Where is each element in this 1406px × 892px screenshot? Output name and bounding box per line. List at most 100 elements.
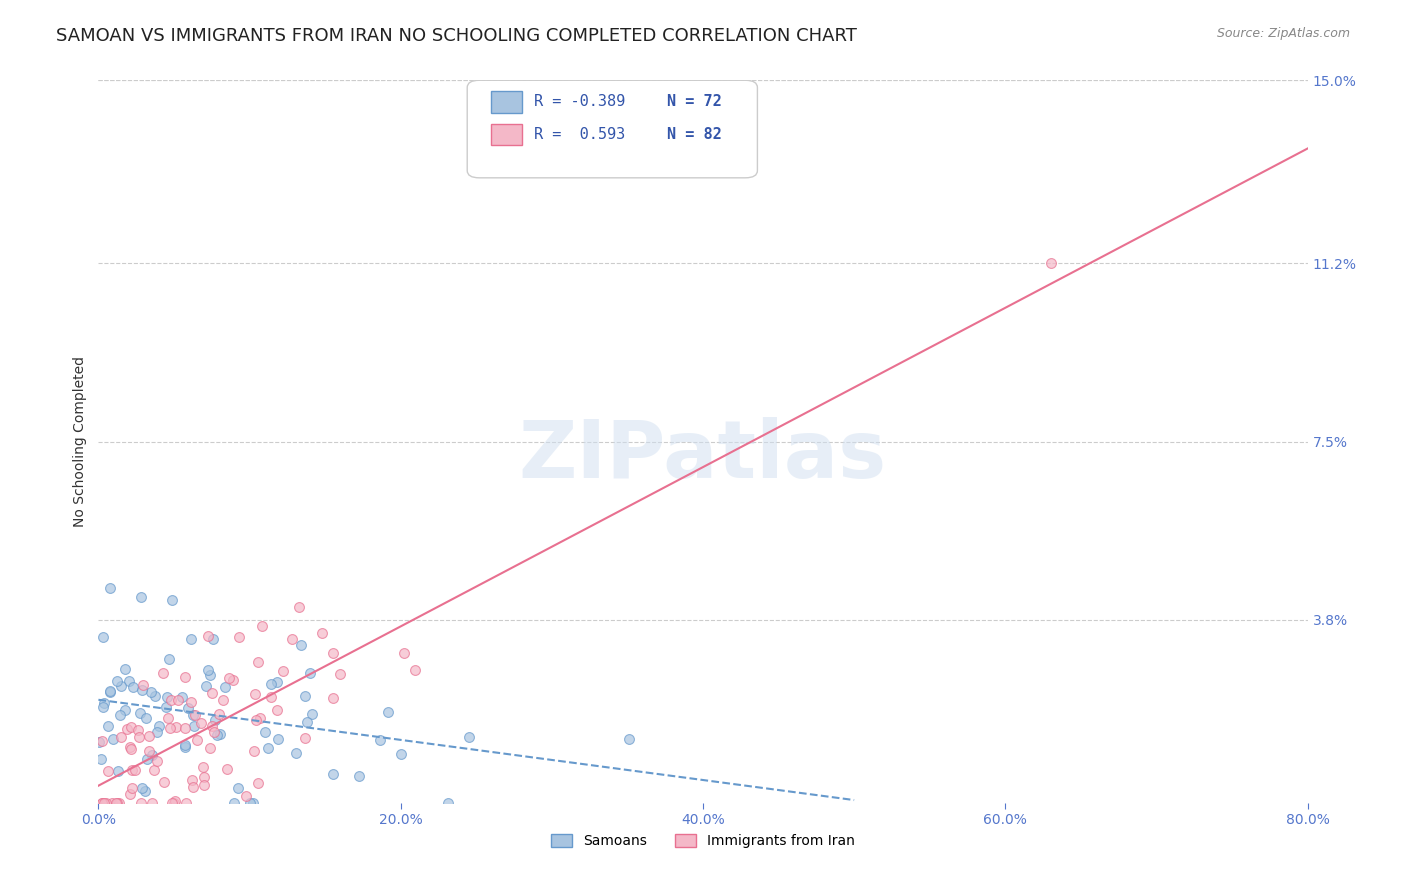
Immigrants from Iran: [105, 796, 128, 810]
Samoans: [160, 592, 183, 607]
Samoans: [204, 713, 226, 727]
Immigrants from Iran: [273, 664, 295, 678]
Immigrants from Iran: [143, 764, 166, 778]
Immigrants from Iran: [105, 796, 128, 810]
Immigrants from Iran: [193, 778, 215, 792]
Immigrants from Iran: [97, 764, 120, 778]
Samoans: [139, 685, 162, 699]
Samoans: [129, 706, 152, 720]
Immigrants from Iran: [202, 724, 225, 739]
Samoans: [91, 699, 114, 714]
Immigrants from Iran: [180, 695, 202, 709]
Immigrants from Iran: [329, 666, 352, 681]
Immigrants from Iran: [221, 673, 243, 688]
Immigrants from Iran: [246, 776, 269, 790]
FancyBboxPatch shape: [492, 124, 522, 145]
Immigrants from Iran: [404, 663, 426, 677]
Samoans: [322, 767, 344, 781]
Samoans: [146, 724, 169, 739]
Immigrants from Iran: [152, 665, 174, 680]
Samoans: [290, 638, 312, 652]
Immigrants from Iran: [100, 796, 122, 810]
Immigrants from Iran: [160, 693, 183, 707]
Immigrants from Iran: [235, 789, 257, 803]
Samoans: [90, 752, 112, 766]
Text: N = 82: N = 82: [666, 127, 721, 142]
Immigrants from Iran: [201, 719, 224, 733]
Samoans: [110, 708, 132, 723]
Samoans: [254, 724, 277, 739]
Immigrants from Iran: [121, 780, 143, 795]
Immigrants from Iran: [243, 687, 266, 701]
Immigrants from Iran: [191, 759, 214, 773]
Samoans: [174, 739, 197, 754]
Samoans: [198, 668, 221, 682]
Immigrants from Iran: [250, 619, 273, 633]
Immigrants from Iran: [212, 692, 235, 706]
Text: R =  0.593: R = 0.593: [534, 127, 626, 142]
Samoans: [134, 784, 156, 798]
Samoans: [226, 781, 249, 796]
Immigrants from Iran: [208, 706, 231, 721]
Immigrants from Iran: [245, 713, 267, 727]
Immigrants from Iran: [163, 796, 186, 810]
Samoans: [202, 632, 225, 647]
Samoans: [93, 696, 115, 710]
Text: R = -0.389: R = -0.389: [534, 95, 626, 110]
Immigrants from Iran: [249, 710, 271, 724]
Immigrants from Iran: [228, 630, 250, 644]
Immigrants from Iran: [163, 794, 186, 808]
Samoans: [436, 796, 458, 810]
Samoans: [135, 711, 157, 725]
Samoans: [107, 764, 129, 778]
Immigrants from Iran: [246, 655, 269, 669]
Samoans: [195, 679, 218, 693]
Immigrants from Iran: [108, 796, 131, 810]
Samoans: [242, 796, 264, 810]
Immigrants from Iran: [311, 626, 333, 640]
Immigrants from Iran: [181, 772, 204, 787]
Samoans: [301, 707, 323, 722]
Samoans: [295, 714, 318, 729]
Immigrants from Iran: [94, 796, 117, 810]
Immigrants from Iran: [281, 632, 304, 646]
Immigrants from Iran: [266, 703, 288, 717]
Immigrants from Iran: [215, 762, 238, 776]
Immigrants from Iran: [132, 678, 155, 692]
Immigrants from Iran: [218, 672, 240, 686]
Immigrants from Iran: [197, 630, 219, 644]
Samoans: [98, 581, 121, 595]
Immigrants from Iran: [127, 723, 149, 737]
Samoans: [98, 684, 121, 698]
Immigrants from Iran: [117, 722, 139, 736]
Samoans: [214, 681, 236, 695]
Samoans: [257, 740, 280, 755]
Samoans: [98, 685, 121, 699]
Immigrants from Iran: [91, 796, 114, 810]
Samoans: [97, 719, 120, 733]
Samoans: [174, 738, 197, 752]
Immigrants from Iran: [129, 796, 152, 810]
Samoans: [208, 727, 231, 741]
Immigrants from Iran: [243, 744, 266, 758]
Samoans: [131, 682, 153, 697]
Immigrants from Iran: [183, 780, 205, 795]
Immigrants from Iran: [118, 739, 141, 754]
Samoans: [129, 590, 152, 604]
FancyBboxPatch shape: [467, 80, 758, 178]
Immigrants from Iran: [118, 787, 141, 801]
Immigrants from Iran: [394, 646, 416, 660]
Samoans: [114, 662, 136, 676]
Samoans: [87, 735, 110, 749]
Text: Source: ZipAtlas.com: Source: ZipAtlas.com: [1216, 27, 1350, 40]
Immigrants from Iran: [294, 731, 316, 746]
Samoans: [101, 732, 124, 747]
Samoans: [118, 673, 141, 688]
Samoans: [183, 719, 205, 733]
Samoans: [266, 675, 288, 690]
Samoans: [122, 680, 145, 694]
Samoans: [180, 632, 202, 646]
Immigrants from Iran: [184, 708, 207, 723]
Immigrants from Iran: [186, 733, 208, 747]
Samoans: [141, 748, 163, 763]
